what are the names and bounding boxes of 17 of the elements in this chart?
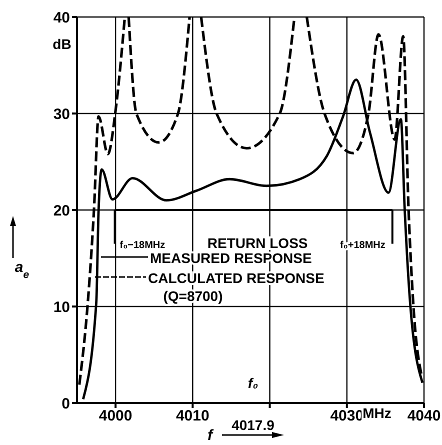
y-tick-label: 20 (53, 202, 70, 220)
text: 4017.9 (232, 417, 275, 433)
ref-line-label: f₀−18MHz (120, 240, 166, 251)
x-tick-label: 4030 (330, 408, 364, 425)
y-tick-label: 40 (53, 9, 70, 26)
x-axis-title: f (208, 427, 214, 444)
y-tick-label: 10 (53, 298, 70, 316)
x-tick-label: 4040 (407, 408, 441, 425)
x-tick-label: 4010 (176, 408, 210, 425)
y-axis-title: a$_{e}$ (14, 259, 30, 281)
text: MHz (362, 405, 392, 421)
annotation: f₀ (248, 375, 259, 391)
y-tick-label: 0 (62, 395, 70, 412)
text: dB (52, 36, 72, 52)
ref-line-label: RETURN LOSS (207, 235, 308, 251)
y-tick-label: 30 (53, 106, 70, 123)
x-tick-label: 4000 (98, 408, 132, 425)
